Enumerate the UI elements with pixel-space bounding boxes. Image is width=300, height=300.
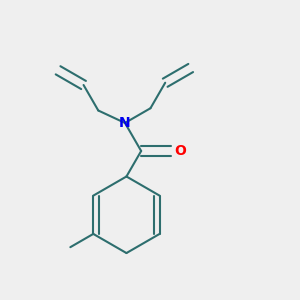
Text: O: O	[174, 144, 186, 158]
Text: N: N	[119, 116, 131, 130]
